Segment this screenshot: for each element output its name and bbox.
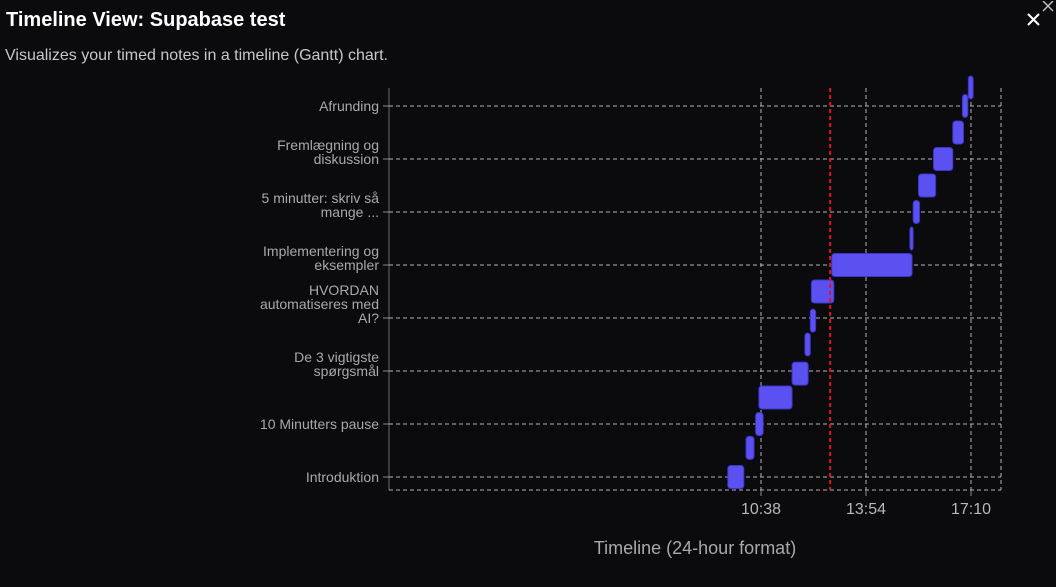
category-label-line: mange ... [321,204,379,220]
category-label-line: Introduktion [306,469,379,485]
category-label-line: automatiseres med [260,296,379,312]
task-bar [918,173,937,198]
task-bar [791,361,809,386]
category-label: Implementering og eksempler [263,243,379,273]
category-label: HVORDAN automatiseres med AI? [260,282,379,326]
x-tick-label: 13:54 [846,501,886,518]
x-axis-title: Timeline (24-hour format) [594,538,796,558]
category-label: Fremlægning og diskussion [277,137,379,167]
category-label-line: Fremlægning og [277,137,379,153]
category-label: Afrunding [319,98,379,114]
x-tick-label: 17:10 [951,501,991,518]
category-label-line: 10 Minutters pause [260,416,379,432]
task-bar [933,147,954,171]
task-bar [967,75,974,100]
category-label: 5 minutter: skriv så mange ... [262,190,380,220]
category-label: 10 Minutters pause [260,416,379,432]
category-label-line: spørgsmål [314,363,379,379]
modal-header: Timeline View: Supabase test Visualizes … [0,0,1056,80]
modal-title: Timeline View: Supabase test [6,9,286,31]
category-label-line: eksempler [314,257,379,273]
task-bar [727,465,745,489]
close-icon [1027,13,1040,26]
category-label-line: diskussion [314,151,379,167]
category-label-line: De 3 vigtigste [294,349,379,365]
task-bar [831,253,913,277]
task-bar [755,412,764,436]
modal-subtitle: Visualizes your timed notes in a timelin… [5,47,388,64]
close-icon [1042,0,1054,12]
task-bar [961,94,969,118]
category-label-line: Implementering og [263,243,379,259]
task-bar [809,308,817,333]
task-bar [745,435,755,460]
x-tick-label: 10:38 [741,501,781,518]
task-bar [952,120,964,145]
task-bar [804,332,811,357]
task-bar [758,385,793,410]
category-label-line: HVORDAN [309,282,379,298]
task-bar [810,279,835,304]
task-bar [912,200,921,224]
close-button[interactable] [1022,8,1044,30]
category-label: De 3 vigtigste spørgsmål [294,349,379,379]
task-bar [909,226,914,251]
category-label-line: Afrunding [319,98,379,114]
corner-close-button[interactable] [1040,0,1056,12]
category-label-line: 5 minutter: skriv så [262,190,380,206]
category-label-line: AI? [358,310,379,326]
category-label: Introduktion [306,469,379,485]
